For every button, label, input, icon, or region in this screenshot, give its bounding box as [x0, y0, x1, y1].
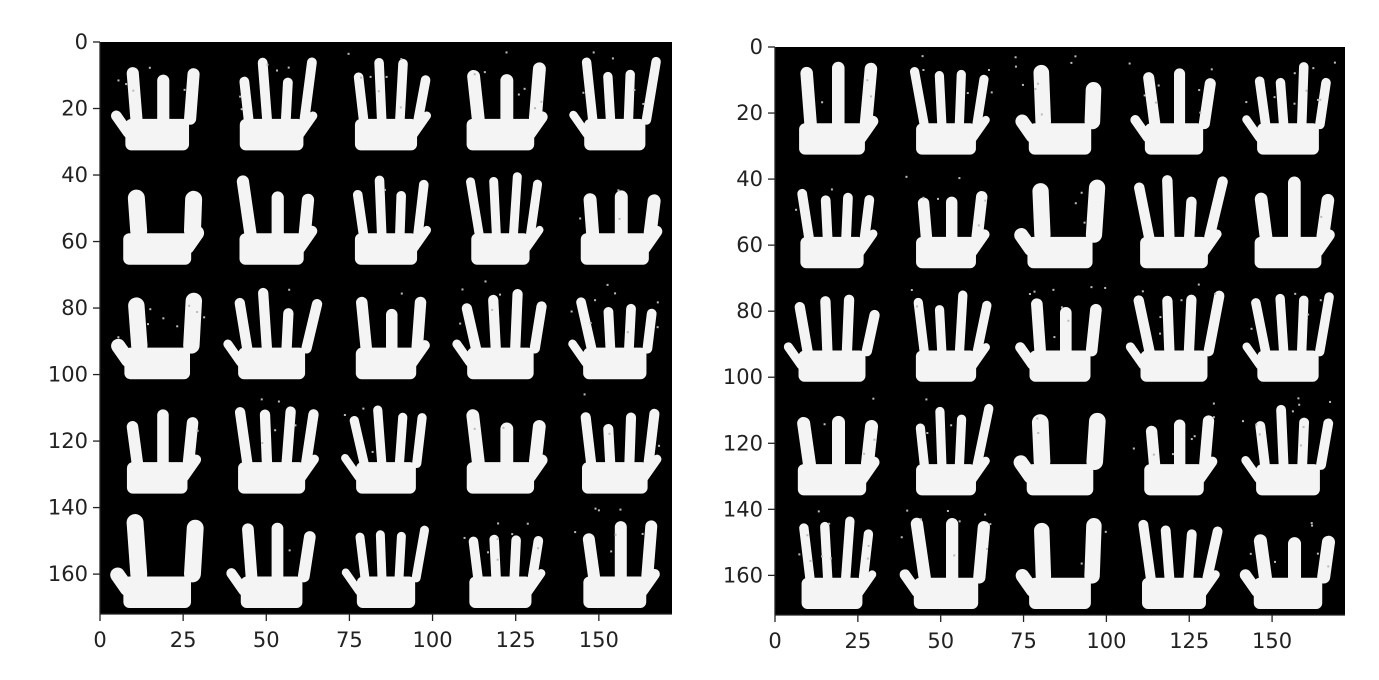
y-tick-label: 0: [750, 35, 763, 59]
axes-frame: 0 25 50 75 100 125 150 0 20 40 60 80 100 120 140 160: [723, 35, 1345, 653]
y-tick-label: 60: [736, 233, 763, 257]
y-tick-label: 80: [736, 299, 763, 323]
x-tick-label: 75: [1010, 629, 1037, 653]
axes-frame: 0 25 50 75 100 125 150 0 20 40 60 80 100 120 140 160: [48, 30, 672, 652]
x-tick-label: 25: [844, 629, 871, 653]
x-tick-label: 100: [413, 628, 453, 652]
hand-image: [1128, 62, 1216, 155]
hand-image: [797, 397, 880, 496]
y-tick-label: 100: [48, 363, 88, 387]
hand-image: [111, 66, 200, 151]
x-tick-label: 125: [496, 628, 536, 652]
y-tick-label: 80: [61, 296, 88, 320]
hand-image: [1015, 518, 1107, 609]
hand-image: [352, 175, 432, 265]
hand-image: [915, 398, 994, 496]
hand-image: [1015, 286, 1107, 382]
y-tick-label: 20: [736, 101, 763, 125]
panel-right: 0 25 50 75 100 125 150 0 20 40 60 80 100 120 140 160: [723, 35, 1345, 653]
hand-image: [1138, 519, 1223, 609]
hand-image: [463, 522, 546, 608]
hand-image: [466, 172, 544, 265]
hand-image: [452, 280, 547, 380]
hand-image: [1014, 55, 1102, 155]
hand-image: [1242, 292, 1334, 382]
x-tick-label: 0: [768, 629, 781, 653]
y-tick-label: 0: [75, 30, 88, 54]
hand-image: [579, 189, 663, 265]
hand-image: [580, 393, 662, 494]
y-tick-label: 120: [723, 431, 763, 455]
hand-image: [223, 287, 323, 380]
hand-image: [1242, 61, 1336, 155]
hand-grid: [783, 55, 1336, 609]
x-tick-label: 100: [1086, 629, 1126, 653]
y-tick-label: 20: [61, 97, 88, 121]
hand-image: [899, 509, 992, 609]
hand-image: [341, 405, 427, 494]
hand-image: [236, 175, 318, 265]
hand-image: [1241, 397, 1334, 496]
hand-image: [466, 409, 548, 494]
y-tick-label: 40: [61, 163, 88, 187]
y-tick-label: 160: [48, 562, 88, 586]
panel-left: 0 25 50 75 100 125 150 0 20 40 60 80 100 120 140 160: [48, 30, 672, 652]
hand-image: [799, 61, 879, 155]
hand-image: [910, 288, 992, 382]
hand-image: [795, 188, 878, 269]
x-tick-label: 125: [1169, 629, 1209, 653]
hand-image: [123, 189, 205, 265]
hand-image: [341, 525, 430, 608]
hand-image: [110, 514, 204, 608]
y-tick-label: 160: [723, 563, 763, 587]
hand-image: [905, 175, 990, 269]
hand-image: [1014, 179, 1106, 269]
hand-image: [1013, 412, 1106, 496]
hand-image: [355, 292, 430, 380]
hand-image: [347, 52, 431, 151]
hand-image: [1254, 176, 1335, 269]
y-tick-label: 120: [48, 429, 88, 453]
hand-image: [574, 507, 660, 608]
hand-image: [226, 522, 316, 608]
y-tick-label: 40: [736, 167, 763, 191]
x-tick-label: 0: [93, 628, 106, 652]
hand-image: [1125, 283, 1225, 382]
hand-image: [1239, 522, 1335, 609]
x-tick-label: 50: [927, 629, 954, 653]
hand-image: [568, 283, 659, 380]
y-tick-label: 140: [48, 496, 88, 520]
hand-image: [234, 398, 319, 494]
hand-image: [466, 51, 548, 151]
hand-image: [783, 294, 880, 382]
hand-image: [1132, 402, 1218, 496]
hand-grid: [110, 51, 663, 608]
hand-image: [1134, 175, 1228, 269]
y-tick-label: 140: [723, 497, 763, 521]
x-tick-label: 75: [336, 628, 363, 652]
x-tick-label: 25: [170, 628, 197, 652]
hand-image: [126, 409, 202, 494]
hand-image: [569, 51, 661, 151]
hand-image: [239, 57, 318, 151]
hand-image: [909, 55, 993, 155]
x-tick-label: 50: [253, 628, 280, 652]
x-tick-label: 150: [579, 628, 619, 652]
hand-image: [798, 510, 877, 609]
x-tick-label: 150: [1252, 629, 1292, 653]
y-tick-label: 60: [61, 230, 88, 254]
hand-image: [111, 292, 206, 380]
y-tick-label: 100: [723, 365, 763, 389]
